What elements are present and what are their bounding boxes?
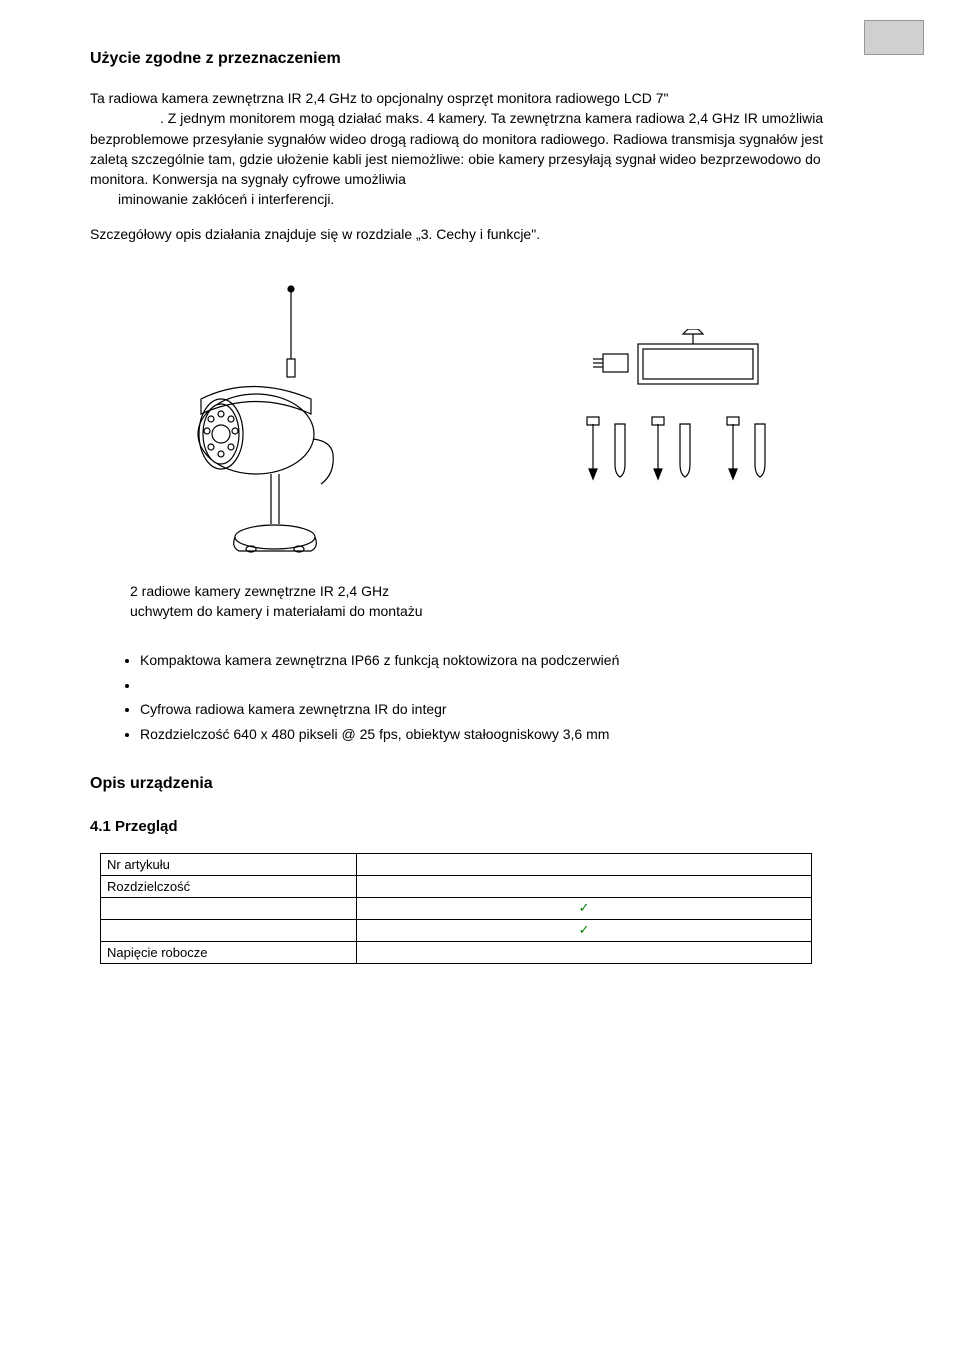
feature-item-1: Kompaktowa kamera zewnętrzna IP66 z funk… bbox=[140, 651, 864, 671]
table-row: Nr artykułu bbox=[101, 853, 812, 875]
table-cell-value: ✓ bbox=[356, 897, 811, 919]
intro-line3: iminowanie zakłóceń i interferencji. bbox=[90, 191, 334, 207]
accessories-illustration bbox=[533, 329, 793, 519]
table-row: Rozdzielczość bbox=[101, 875, 812, 897]
overview-table-body: Nr artykułu Rozdzielczość ✓ ✓ Napięcie r… bbox=[101, 853, 812, 963]
figure-caption: 2 radiowe kamery zewnętrzne IR 2,4 GHz u… bbox=[130, 582, 864, 621]
caption-line2: uchwytem do kamery i materiałami do mont… bbox=[130, 603, 423, 619]
check-icon: ✓ bbox=[579, 922, 590, 937]
feature-item-4: Rozdzielczość 640 x 480 pikseli @ 25 fps… bbox=[140, 725, 864, 745]
table-cell-value: ✓ bbox=[356, 919, 811, 941]
features-list: Kompaktowa kamera zewnętrzna IP66 z funk… bbox=[90, 651, 864, 744]
table-cell-value bbox=[356, 853, 811, 875]
table-row: Napięcie robocze bbox=[101, 941, 812, 963]
figures-row bbox=[90, 279, 864, 572]
caption-line1: 2 radiowe kamery zewnętrzne IR 2,4 GHz bbox=[130, 583, 389, 599]
intro-line2-start bbox=[90, 110, 160, 126]
intro-line1: Ta radiowa kamera zewnętrzna IR 2,4 GHz … bbox=[90, 90, 668, 106]
table-cell-label: Napięcie robocze bbox=[101, 941, 357, 963]
table-cell-value bbox=[356, 941, 811, 963]
table-cell-label: Rozdzielczość bbox=[101, 875, 357, 897]
feature-item-3: Cyfrowa radiowa kamera zewnętrzna IR do … bbox=[140, 700, 864, 720]
section-intended-use-title: Użycie zgodne z przeznaczeniem bbox=[90, 50, 864, 68]
intro-paragraph: Ta radiowa kamera zewnętrzna IR 2,4 GHz … bbox=[90, 88, 864, 210]
intro-line2: . Z jednym monitorem mogą działać maks. … bbox=[90, 110, 823, 187]
detail-reference-paragraph: Szczegółowy opis działania znajduje się … bbox=[90, 224, 864, 244]
figure-accessories bbox=[533, 329, 793, 522]
figure-camera bbox=[161, 279, 391, 572]
table-cell-value bbox=[356, 875, 811, 897]
table-row: ✓ bbox=[101, 897, 812, 919]
table-cell-label: Nr artykułu bbox=[101, 853, 357, 875]
check-icon: ✓ bbox=[579, 900, 590, 915]
table-cell-label bbox=[101, 897, 357, 919]
overview-table: Nr artykułu Rozdzielczość ✓ ✓ Napięcie r… bbox=[100, 853, 812, 964]
table-row: ✓ bbox=[101, 919, 812, 941]
section-device-description-title: Opis urządzenia bbox=[90, 775, 864, 793]
camera-illustration bbox=[161, 279, 391, 569]
feature-item-2 bbox=[140, 676, 864, 696]
subsection-overview-title: 4.1 Przegląd bbox=[90, 818, 864, 835]
page-marker-box bbox=[864, 20, 924, 55]
table-cell-label bbox=[101, 919, 357, 941]
